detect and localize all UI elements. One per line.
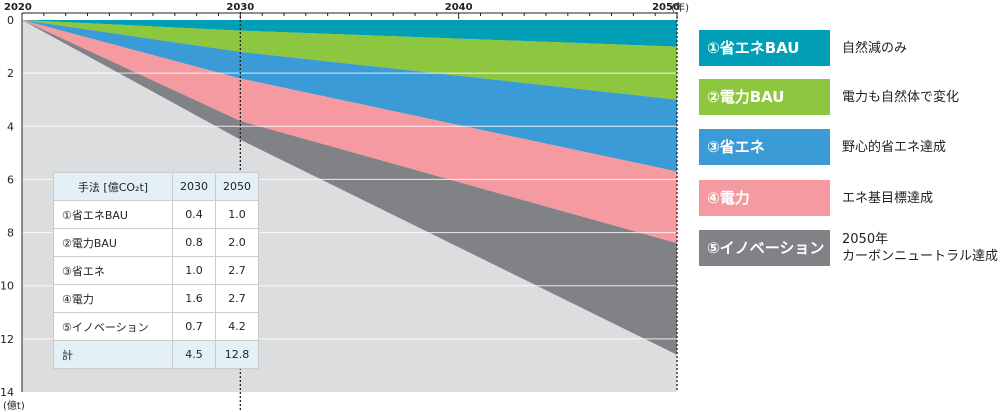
table-cell-2030: 0.8 [172, 228, 216, 257]
legend-swatch-label: ④電力 [699, 180, 830, 216]
y-tick-label: 0 [7, 14, 14, 27]
series-band-4 [22, 20, 677, 244]
legend-swatch-label: ⑤イノベーション [699, 230, 830, 266]
legend-description: 野心的省エネ達成 [842, 129, 1000, 165]
x-unit-label: (年) [671, 1, 689, 14]
legend-description: 2050年カーボンニュートラル達成 [842, 230, 1000, 266]
legend-item: ②電力BAU 電力も自然体で変化 [699, 79, 999, 115]
table-cell-method: ③省エネ [53, 256, 173, 285]
data-table: 手法 [億CO₂t] 2030 2050 ①省エネBAU 0.4 1.0 ②電力… [53, 172, 259, 369]
table-cell-2030: 0.4 [172, 200, 216, 229]
y-axis-ticks: 0 2 4 6 8 10 12 14 [0, 14, 14, 399]
table-total-row: 計 4.5 12.8 [53, 340, 259, 369]
table-cell-method: ①省エネBAU [53, 200, 173, 229]
legend-description: 電力も自然体で変化 [842, 79, 1000, 115]
legend-swatch-label: ②電力BAU [699, 79, 830, 115]
series-band-3 [22, 20, 677, 172]
table-cell-method: ④電力 [53, 284, 173, 313]
legend-description-line: 自然減のみ [842, 40, 908, 56]
series-band-5 [22, 20, 677, 355]
table-header-method: 手法 [億CO₂t] [53, 172, 173, 201]
y-unit-label: (億t) [3, 399, 25, 412]
table-cell-2050: 2.7 [215, 256, 259, 285]
table-cell-2050: 1.0 [215, 200, 259, 229]
legend-description-line: エネ基目標達成 [842, 190, 934, 206]
legend-description-line: 2050年 [842, 232, 889, 247]
series-band-2 [22, 20, 677, 100]
legend-description-line: カーボンニュートラル達成 [842, 249, 999, 264]
table-header-2030: 2030 [172, 172, 216, 201]
y-tick-label: 10 [0, 280, 14, 293]
legend-item: ④電力 エネ基目標達成 [699, 180, 999, 216]
y-tick-label: 4 [7, 120, 14, 133]
table-cell-2050: 2.7 [215, 284, 259, 313]
table-total-2050: 12.8 [215, 340, 259, 369]
y-tick-label: 12 [0, 333, 14, 346]
table-total-2030: 4.5 [172, 340, 216, 369]
chart-axes [21, 12, 678, 392]
legend-description: 自然減のみ [842, 30, 1000, 66]
x-tick-label: 2030 [226, 2, 254, 13]
table-cell-2050: 4.2 [215, 312, 259, 341]
legend-item: ③省エネ 野心的省エネ達成 [699, 129, 999, 165]
table-row: ②電力BAU 0.8 2.0 [53, 228, 259, 257]
table-cell-method: ②電力BAU [53, 228, 173, 257]
y-tick-label: 6 [7, 173, 14, 186]
legend-description: エネ基目標達成 [842, 180, 1000, 216]
table-total-label: 計 [53, 340, 173, 369]
legend-swatch-label: ③省エネ [699, 129, 830, 165]
table-cell-2030: 1.6 [172, 284, 216, 313]
table-row: ④電力 1.6 2.7 [53, 284, 259, 313]
legend-item: ⑤イノベーション 2050年カーボンニュートラル達成 [699, 230, 999, 266]
y-tick-label: 8 [7, 227, 14, 240]
table-row: ①省エネBAU 0.4 1.0 [53, 200, 259, 229]
table-cell-2030: 0.7 [172, 312, 216, 341]
table-header-2050: 2050 [215, 172, 259, 201]
table-cell-2030: 1.0 [172, 256, 216, 285]
x-axis-ticks: 2020 2030 2040 2050 [4, 2, 680, 13]
legend-description-line: 野心的省エネ達成 [842, 139, 947, 155]
x-tick-label: 2050 [652, 2, 680, 13]
table-row: ③省エネ 1.0 2.7 [53, 256, 259, 285]
legend-swatch-label: ①省エネBAU [699, 30, 830, 66]
table-cell-method: ⑤イノベーション [53, 312, 173, 341]
table-row: ⑤イノベーション 0.7 4.2 [53, 312, 259, 341]
series-band-1 [22, 20, 677, 47]
y-tick-label: 2 [7, 67, 14, 80]
y-tick-label: 14 [0, 386, 14, 399]
table-cell-2050: 2.0 [215, 228, 259, 257]
legend-item: ①省エネBAU 自然減のみ [699, 30, 999, 66]
x-tick-label: 2020 [4, 2, 32, 13]
table-header-row: 手法 [億CO₂t] 2030 2050 [53, 172, 259, 201]
legend-description-line: 電力も自然体で変化 [842, 89, 960, 105]
x-tick-label: 2040 [445, 2, 473, 13]
